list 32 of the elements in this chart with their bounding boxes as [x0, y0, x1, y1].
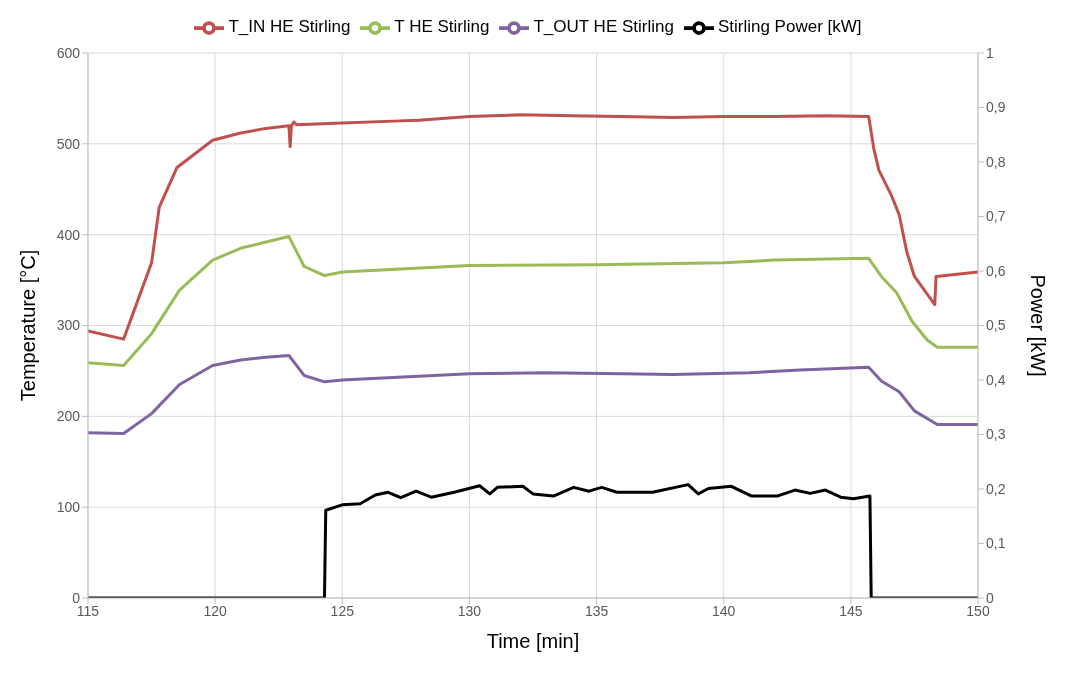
x-tick-label: 130: [457, 602, 482, 619]
y-tick-label: 100: [56, 499, 81, 516]
y2-tick-label: 0,9: [986, 99, 1006, 116]
y2-tick-label: 0,5: [986, 317, 1006, 334]
x-tick-label: 120: [203, 602, 228, 619]
y-axis-title: Temperature [°C]: [17, 249, 40, 402]
x-tick-label: 125: [330, 602, 355, 619]
y2-tick-label: 0,6: [986, 262, 1006, 279]
x-axis-title: Time [min]: [486, 630, 580, 652]
legend-label: T HE Stirling: [394, 17, 490, 37]
legend-label: Stirling Power [kW]: [717, 17, 862, 37]
line-series: [88, 113, 978, 341]
x-tick-label: 135: [584, 602, 609, 619]
y-tick-label: 400: [56, 226, 81, 243]
legend-label: T_IN HE Stirling: [228, 17, 351, 37]
y2-tick-label: 0,2: [986, 480, 1006, 497]
line-series: [88, 234, 978, 367]
y2-tick-label: 1: [986, 44, 994, 61]
y-tick-label: 200: [56, 408, 81, 425]
y2-tick-label: 0,1: [986, 535, 1006, 552]
y2-tick-label: 0,3: [986, 426, 1006, 443]
x-tick-label: 140: [712, 602, 736, 619]
legend-label: T_OUT HE Stirling: [533, 17, 674, 37]
x-tick-label: 145: [839, 602, 863, 619]
y2-tick-label: 0,4: [986, 371, 1006, 388]
y2-tick-label: 0,7: [986, 208, 1006, 225]
y-tick-label: 300: [56, 317, 81, 334]
y-tick-label: 500: [56, 135, 81, 152]
y2-tick-label: 0,8: [986, 153, 1006, 170]
line-series: [88, 353, 978, 436]
y-tick-label: 600: [56, 44, 81, 61]
y2-axis-title: Power [kW]: [1026, 274, 1049, 377]
